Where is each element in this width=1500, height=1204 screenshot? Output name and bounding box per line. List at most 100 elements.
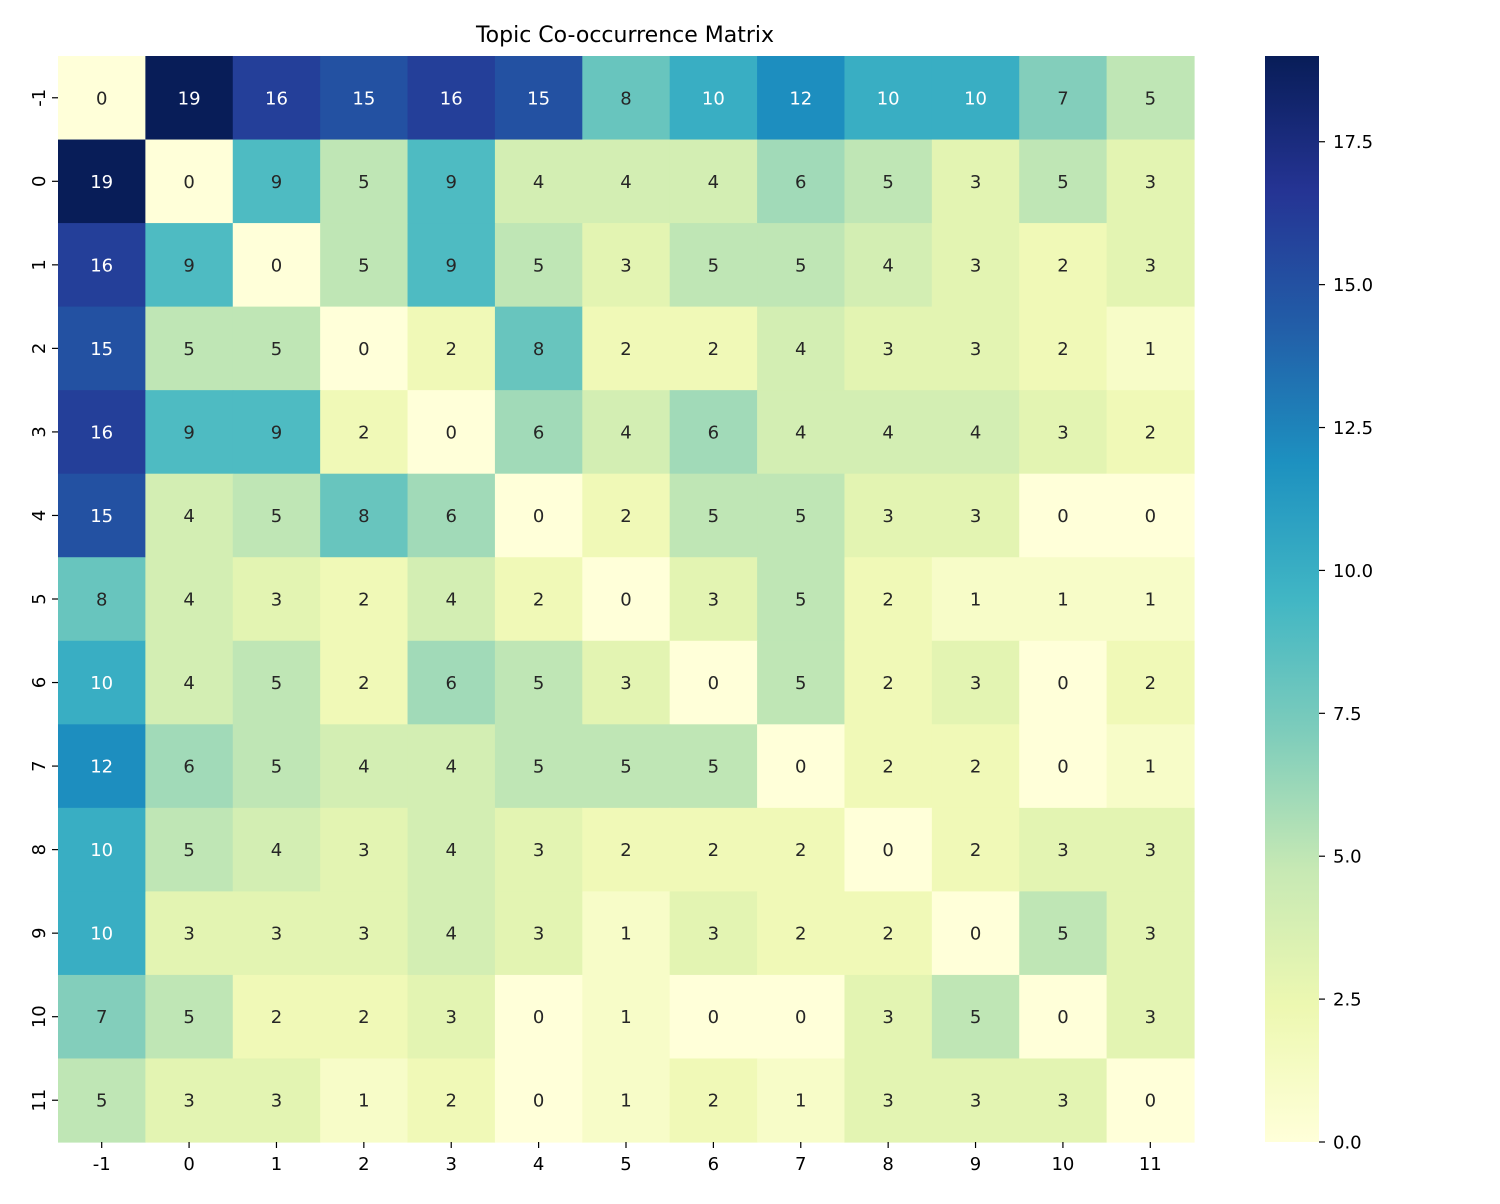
x-tick-label: 4 [533, 1154, 544, 1175]
heatmap-cell [145, 557, 234, 642]
cell-value-label: 2 [533, 590, 544, 611]
cell-value-label: 16 [90, 422, 113, 443]
heatmap-cell [320, 807, 409, 892]
cell-value-label: 3 [970, 255, 981, 276]
cell-value-label: 10 [90, 924, 113, 945]
cell-value-label: 12 [90, 757, 113, 778]
heatmap-cell [669, 974, 758, 1060]
cell-value-label: 6 [183, 757, 194, 778]
heatmap-cell [1106, 306, 1195, 391]
cell-value-label: 8 [96, 590, 107, 611]
cell-value-label: 6 [446, 506, 457, 527]
chart-title: Topic Co-occurrence Matrix [475, 23, 774, 48]
cell-value-label: 0 [795, 1007, 806, 1028]
cell-value-label: 3 [1057, 1091, 1068, 1112]
cell-value-label: 0 [620, 590, 631, 611]
heatmap-cell [669, 1058, 758, 1143]
heatmap-cell [145, 473, 234, 558]
cell-value-label: 3 [882, 506, 893, 527]
cell-value-label: 3 [183, 924, 194, 945]
heatmap-cell [58, 1058, 146, 1143]
cell-value-label: 2 [795, 840, 806, 861]
heatmap-cell [494, 807, 583, 892]
cell-value-label: 4 [183, 506, 194, 527]
cell-value-label: 0 [271, 255, 282, 276]
heatmap-cell [931, 473, 1020, 558]
x-tick-label: 1 [271, 1154, 282, 1175]
cell-value-label: 5 [620, 757, 631, 778]
heatmap-cell [931, 807, 1020, 892]
heatmap-cell [582, 640, 671, 725]
y-tick-label: 6 [29, 677, 50, 688]
cell-value-label: 3 [183, 1091, 194, 1112]
heatmap-cell [407, 807, 496, 892]
cell-value-label: 2 [708, 339, 719, 360]
heatmap-cell [757, 724, 846, 809]
heatmap-cell [320, 223, 409, 308]
cell-value-label: 3 [1145, 924, 1156, 945]
heatmap-cell [1106, 557, 1195, 642]
heatmap-cell [1019, 390, 1108, 475]
y-tick-label: 3 [29, 426, 50, 437]
cell-value-label: 3 [271, 590, 282, 611]
heatmap-cell [407, 306, 496, 391]
heatmap-cell [669, 891, 758, 976]
heatmap-cell [232, 557, 321, 642]
heatmap-cell [931, 390, 1020, 475]
cell-value-label: 5 [183, 840, 194, 861]
heatmap-cell [145, 390, 234, 475]
heatmap-cell [58, 390, 146, 475]
heatmap-cell [757, 473, 846, 558]
cell-value-label: 0 [533, 1007, 544, 1028]
heatmap-cell [232, 724, 321, 809]
cell-value-label: 4 [620, 422, 631, 443]
cell-value-label: 3 [446, 1007, 457, 1028]
cell-value-label: 15 [90, 339, 113, 360]
x-axis-ticks: -1 0 1 2 3 4 5 6 7 8 9 10 11 [93, 1142, 1162, 1175]
cell-value-label: 16 [440, 88, 463, 109]
cell-value-label: 5 [271, 757, 282, 778]
y-tick-label: 11 [29, 1089, 50, 1112]
heatmap-cell [757, 891, 846, 976]
cell-value-label: 4 [183, 590, 194, 611]
heatmap-cell [1106, 807, 1195, 892]
y-tick-label: 8 [29, 844, 50, 855]
cell-value-label: 2 [1145, 673, 1156, 694]
heatmap-cell [494, 473, 583, 558]
heatmap-cell [232, 56, 321, 141]
heatmap-cell [232, 473, 321, 558]
heatmap-cell [494, 974, 583, 1060]
cell-value-label: 10 [964, 88, 987, 109]
heatmap-cell [232, 306, 321, 391]
heatmap-cell [1019, 724, 1108, 809]
cell-value-label: 2 [620, 506, 631, 527]
cell-value-label: 3 [708, 590, 719, 611]
heatmap-cell [931, 557, 1020, 642]
heatmap-cell [320, 891, 409, 976]
heatmap-cell [582, 390, 671, 475]
heatmap-cell [1019, 557, 1108, 642]
heatmap-cell [669, 56, 758, 141]
cell-value-label: 2 [446, 339, 457, 360]
heatmap-cell [407, 1058, 496, 1143]
cell-value-label: 1 [620, 924, 631, 945]
heatmap-cells: 0 19 16 15 16 15 8 10 12 10 10 7 519 0 9 5 9 4 4 4 6 5 3 5 316 9 0… [58, 56, 1195, 1143]
heatmap-cell [494, 223, 583, 308]
heatmap-cell [669, 557, 758, 642]
heatmap-cell [844, 390, 933, 475]
cell-value-label: 5 [271, 673, 282, 694]
x-tick-label: 11 [1139, 1154, 1162, 1175]
cell-value-label: 5 [795, 673, 806, 694]
cell-value-label: 2 [446, 1091, 457, 1112]
x-tick-label: 0 [183, 1154, 194, 1175]
cell-value-label: 0 [882, 840, 893, 861]
cell-value-label: 1 [358, 1091, 369, 1112]
cell-value-label: 1 [970, 590, 981, 611]
heatmap-cell [931, 56, 1020, 141]
colorbar-tick-label: 15.0 [1333, 275, 1373, 296]
cell-value-label: 2 [882, 590, 893, 611]
heatmap-cell [232, 640, 321, 725]
heatmap-cell [145, 56, 234, 141]
heatmap-cell [669, 640, 758, 725]
